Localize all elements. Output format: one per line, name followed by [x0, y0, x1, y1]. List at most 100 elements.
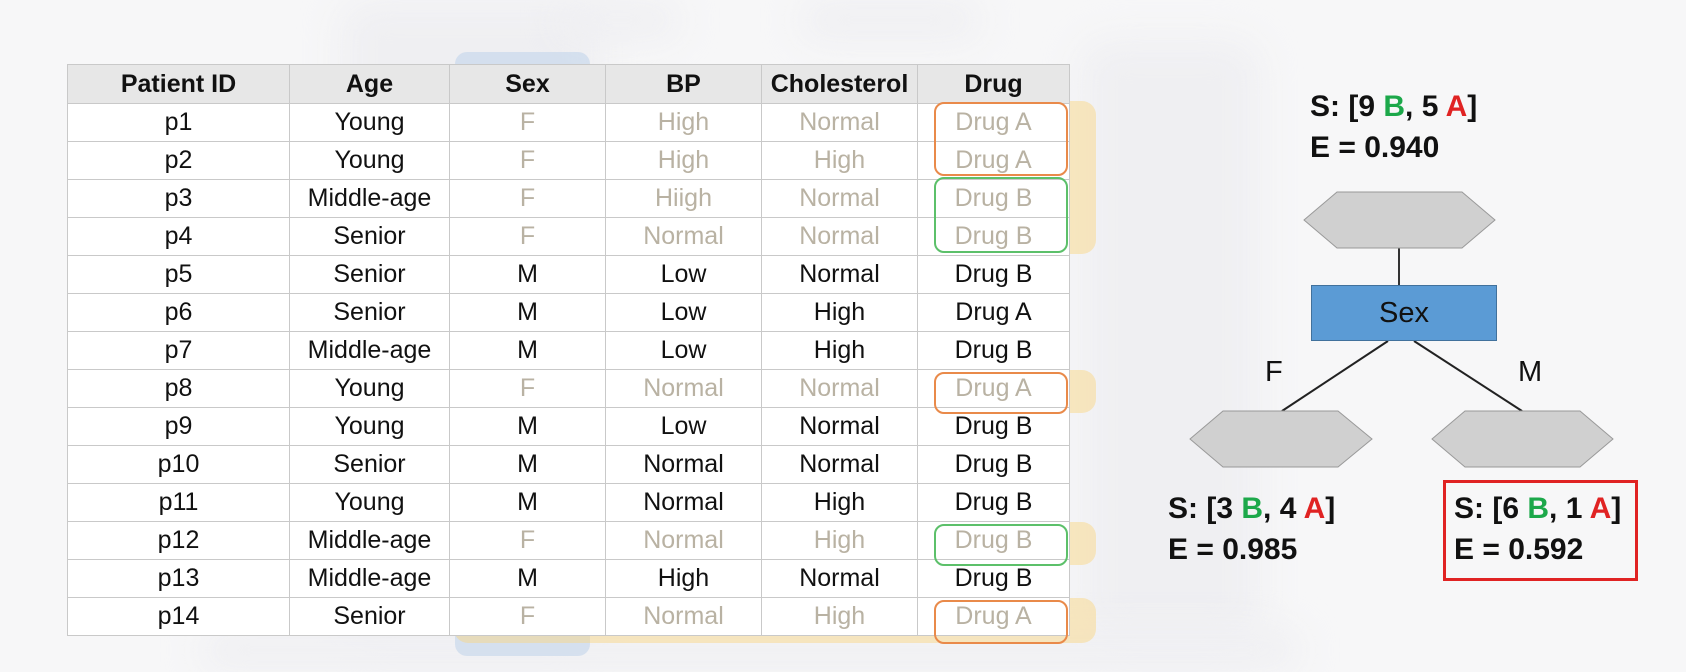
counts-prefix: S: [ [1168, 492, 1217, 525]
bp-cell: Normal [605, 445, 762, 484]
header-bp: BP [605, 64, 762, 104]
age-cell: Young [289, 407, 450, 446]
age-cell: Senior [289, 597, 450, 636]
sex-cell: F [449, 217, 606, 256]
drug-a-group-box [934, 102, 1068, 176]
right-branch-line [1413, 340, 1523, 412]
right-entropy: E = 0.592 [1454, 533, 1584, 566]
header-drug: Drug [917, 64, 1070, 104]
background-blob [800, 0, 980, 40]
age-cell: Young [289, 141, 450, 180]
sex-cell: M [449, 293, 606, 332]
bp-cell: Low [605, 255, 762, 294]
drug-b-box [934, 524, 1068, 566]
patient-id-cell: p8 [67, 369, 290, 408]
sex-cell: M [449, 483, 606, 522]
a-count: 4 [1279, 492, 1304, 525]
counts-suffix: ] [1611, 492, 1622, 525]
age-cell: Middle-age [289, 559, 450, 598]
table-row: p10 Senior M Normal Normal Drug B [67, 445, 1070, 484]
age-cell: Senior [289, 255, 450, 294]
header-patient-id: Patient ID [67, 64, 290, 104]
patient-id-cell: p4 [67, 217, 290, 256]
background-blob [200, 630, 1300, 670]
sex-cell: F [449, 597, 606, 636]
right-leaf-hexagon [1431, 410, 1614, 468]
cholesterol-cell: Normal [761, 559, 918, 598]
drug-cell: Drug B [917, 521, 1070, 560]
best-split-highlight-box [1443, 480, 1638, 581]
patient-id-cell: p5 [67, 255, 290, 294]
b-count: 6 [1502, 492, 1528, 525]
patient-id-cell: p13 [67, 559, 290, 598]
patient-id-cell: p12 [67, 521, 290, 560]
table-row: p14 Senior F Normal High Drug A [67, 597, 1070, 636]
sex-cell: M [449, 255, 606, 294]
counts-separator: , [1405, 90, 1422, 123]
bp-cell: High [605, 103, 762, 142]
patient-id-cell: p3 [67, 179, 290, 218]
drug-a-box [934, 600, 1068, 644]
age-cell: Young [289, 369, 450, 408]
sex-cell: F [449, 179, 606, 218]
counts-prefix: S: [ [1454, 492, 1503, 525]
cholesterol-cell: Normal [761, 179, 918, 218]
left-sample-counts: S: [3 B, 4 A] [1168, 488, 1335, 529]
sex-cell: M [449, 331, 606, 370]
bp-cell: Low [605, 293, 762, 332]
background-blob [1080, 40, 1260, 640]
drug-cell: Drug B [917, 331, 1070, 370]
drug-b-group-box [934, 177, 1068, 253]
right-leaf-stats: S: [6 B, 1 A] E = 0.592 [1454, 488, 1621, 570]
table-row: p5 Senior M Low Normal Drug B [67, 255, 1070, 294]
age-cell: Middle-age [289, 179, 450, 218]
patient-id-cell: p14 [67, 597, 290, 636]
table-row: p8 Young F Normal Normal Drug A [67, 369, 1070, 408]
patient-table-container: Patient ID Age Sex BP Cholesterol Drug p… [67, 64, 1070, 636]
age-cell: Middle-age [289, 331, 450, 370]
cholesterol-cell: Normal [761, 445, 918, 484]
bp-cell: Low [605, 407, 762, 446]
b-letter: B [1241, 492, 1264, 525]
age-cell: Middle-age [289, 521, 450, 560]
background-blob [560, 0, 680, 40]
table-row: p2 Young F High High Drug A [67, 141, 1070, 180]
age-cell: Young [289, 483, 450, 522]
a-letter: A [1589, 492, 1612, 525]
table-row: p7 Middle-age M Low High Drug B [67, 331, 1070, 370]
sex-cell: F [449, 141, 606, 180]
cholesterol-cell: High [761, 483, 918, 522]
cholesterol-cell: Normal [761, 217, 918, 256]
b-count: 9 [1358, 90, 1384, 123]
header-cholesterol: Cholesterol [761, 64, 918, 104]
drug-cell: Drug B [917, 483, 1070, 522]
age-cell: Senior [289, 293, 450, 332]
patient-id-cell: p11 [67, 483, 290, 522]
sex-cell: F [449, 521, 606, 560]
table-row: p4 Senior F Normal Normal Drug B [67, 217, 1070, 256]
age-cell: Young [289, 103, 450, 142]
a-count: 5 [1421, 90, 1446, 123]
sex-cell: M [449, 445, 606, 484]
bp-cell: Normal [605, 369, 762, 408]
age-cell: Senior [289, 217, 450, 256]
cholesterol-cell: Normal [761, 103, 918, 142]
sex-cell: M [449, 407, 606, 446]
table-row: p12 Middle-age F Normal High Drug B [67, 521, 1070, 560]
a-letter: A [1445, 90, 1468, 123]
left-leaf-hexagon [1189, 410, 1373, 468]
sex-cell: M [449, 559, 606, 598]
sex-cell: F [449, 103, 606, 142]
cholesterol-cell: Normal [761, 369, 918, 408]
patient-id-cell: p7 [67, 331, 290, 370]
counts-prefix: S: [ [1310, 90, 1359, 123]
left-leaf-stats: S: [3 B, 4 A] E = 0.985 [1168, 488, 1335, 570]
header-sex: Sex [449, 64, 606, 104]
table-row: p3 Middle-age F Hiigh Normal Drug B [67, 179, 1070, 218]
right-sample-counts: S: [6 B, 1 A] [1454, 488, 1621, 529]
bp-cell: Normal [605, 597, 762, 636]
b-count: 3 [1216, 492, 1242, 525]
bp-cell: Normal [605, 217, 762, 256]
